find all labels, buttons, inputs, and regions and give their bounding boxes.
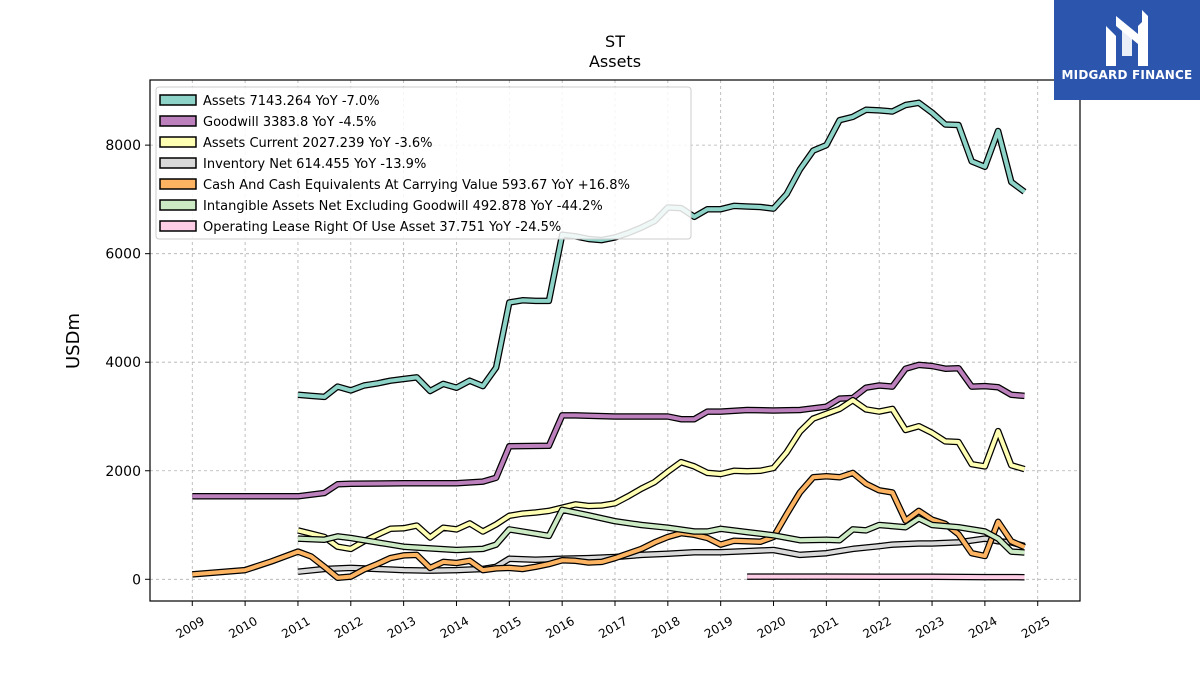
x-axis: 2009 2010 2011 2012 2013 2014 2015 2016 2017 2018…: [174, 601, 1052, 641]
x-tick-label: 2011: [279, 614, 312, 641]
x-tick-label: 2020: [755, 614, 788, 641]
legend-label: Assets 7143.264 YoY -7.0%: [203, 94, 380, 109]
series-path: [297, 507, 1025, 555]
x-tick-label: 2012: [332, 614, 365, 641]
x-tick-label: 2025: [1019, 614, 1052, 641]
series-path: [747, 574, 1025, 580]
x-tick-label: 2017: [596, 614, 629, 641]
x-tick-label: 2014: [438, 614, 471, 641]
legend: Assets 7143.264 YoY -7.0% Goodwill 3383.8…: [155, 86, 692, 240]
series-line: [192, 469, 1026, 581]
x-tick-label: 2010: [226, 614, 259, 641]
series-line: [192, 361, 1025, 500]
brand-logo: MIDGARD FINANCE: [1054, 0, 1200, 100]
legend-swatch: [159, 220, 197, 232]
series-line: [297, 535, 1026, 575]
legend-label: Inventory Net 614.455 YoY -13.9%: [203, 157, 426, 172]
x-tick-label: 2013: [385, 614, 418, 641]
chart-title: ST: [605, 32, 625, 51]
y-tick-label: 8000: [105, 138, 141, 154]
legend-swatch: [159, 199, 197, 211]
legend-label: Operating Lease Right Of Use Asset 37.75…: [203, 220, 561, 235]
legend-swatch: [159, 94, 197, 106]
brand-name: MIDGARD FINANCE: [1061, 68, 1193, 82]
series-path: [192, 362, 1025, 499]
x-tick-label: 2023: [913, 614, 946, 641]
legend-label: Intangible Assets Net Excluding Goodwill…: [203, 199, 603, 214]
legend-label: Assets Current 2027.239 YoY -3.6%: [203, 136, 433, 151]
series-outline: [192, 361, 1025, 500]
legend-swatch: [159, 115, 197, 127]
x-tick-label: 2009: [174, 614, 207, 641]
legend-box: [155, 86, 692, 240]
x-tick-label: 2024: [966, 614, 999, 641]
midgard-logo-icon: [1106, 10, 1148, 66]
x-tick-label: 2018: [649, 614, 682, 641]
y-axis-label: USDm: [63, 313, 84, 369]
y-tick-label: 4000: [105, 355, 141, 371]
legend-swatch: [159, 178, 197, 190]
series-path: [297, 536, 1026, 574]
y-tick-label: 2000: [105, 464, 141, 480]
y-axis: 0 2000 4000 6000 8000: [105, 138, 150, 588]
x-tick-label: 2019: [702, 614, 735, 641]
series-path: [297, 398, 1026, 551]
x-tick-label: 2016: [543, 614, 576, 641]
y-tick-label: 0: [132, 572, 141, 588]
series-line: [297, 506, 1025, 556]
legend-label: Goodwill 3383.8 YoY -4.5%: [203, 115, 376, 130]
legend-swatch: [159, 136, 197, 148]
x-tick-label: 2022: [860, 614, 893, 641]
y-tick-label: 6000: [105, 247, 141, 263]
legend-swatch: [159, 157, 197, 169]
chart-subtitle: Assets: [589, 52, 641, 71]
series-line: [297, 396, 1026, 553]
x-tick-label: 2021: [808, 614, 841, 641]
series-line: [747, 573, 1025, 581]
x-tick-label: 2015: [491, 614, 524, 641]
legend-label: Cash And Cash Equivalents At Carrying Va…: [203, 178, 630, 193]
series-path: [192, 470, 1026, 580]
